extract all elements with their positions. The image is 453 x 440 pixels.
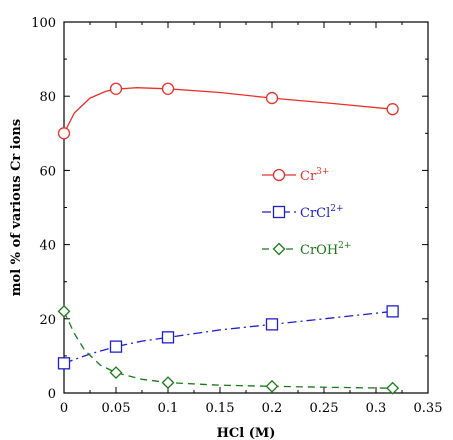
y-axis-title: mol % of various Cr ions [9,119,24,296]
x-tick-label: 0.05 [102,401,131,416]
x-tick-label: 0.25 [310,401,339,416]
legend-item: CrOH2+ [262,241,351,258]
data-point [386,381,400,395]
legend: Cr3+ CrCl2+ CrOH2+ [262,167,351,258]
x-axis: 0 0.05 0.1 0.15 0.2 0.25 0.3 0.35 [60,22,443,416]
x-tick-label: 0 [60,401,68,416]
legend-marker [272,168,286,182]
data-point [161,331,175,344]
x-tick-label: 0.15 [206,401,235,416]
y-tick-label: 40 [39,239,56,254]
data-point [161,82,175,95]
data-point [265,379,279,393]
x-tick-label: 0.2 [262,401,283,416]
x-tick-label: 0.35 [414,401,443,416]
series-group [57,82,400,395]
data-point [57,127,71,140]
data-point [161,376,175,390]
legend-label: Cr3+ [300,167,329,184]
series-line [63,311,393,389]
series-line [63,87,393,134]
series-line [63,310,393,364]
data-point [386,103,399,116]
legend-marker [272,242,286,256]
legend-marker [272,205,286,219]
series-crcl [57,305,399,370]
series-cr [57,82,399,140]
plot-frame [63,21,429,394]
y-tick-label: 80 [39,90,56,105]
legend-item: CrCl2+ [262,204,344,221]
data-point [265,91,279,105]
data-point [57,357,71,370]
legend-label: CrOH2+ [300,241,351,258]
x-axis-title: HCl (M) [217,426,276,440]
x-tick-label: 0.1 [158,401,179,416]
x-tick-label: 0.3 [366,401,387,416]
plot-frame-group [63,21,429,394]
data-point [109,82,123,95]
data-point [109,366,123,380]
y-tick-label: 100 [31,16,56,31]
y-axis: 0 20 40 60 80 100 [31,16,428,402]
legend-item: Cr3+ [262,167,329,184]
series-croh [57,304,400,395]
y-tick-label: 60 [39,164,56,179]
data-point [109,340,123,353]
data-point [265,318,279,331]
y-tick-label: 0 [48,387,56,402]
data-point [386,305,399,318]
legend-label: CrCl2+ [300,204,344,221]
data-point [57,304,71,318]
y-tick-label: 20 [39,313,56,328]
